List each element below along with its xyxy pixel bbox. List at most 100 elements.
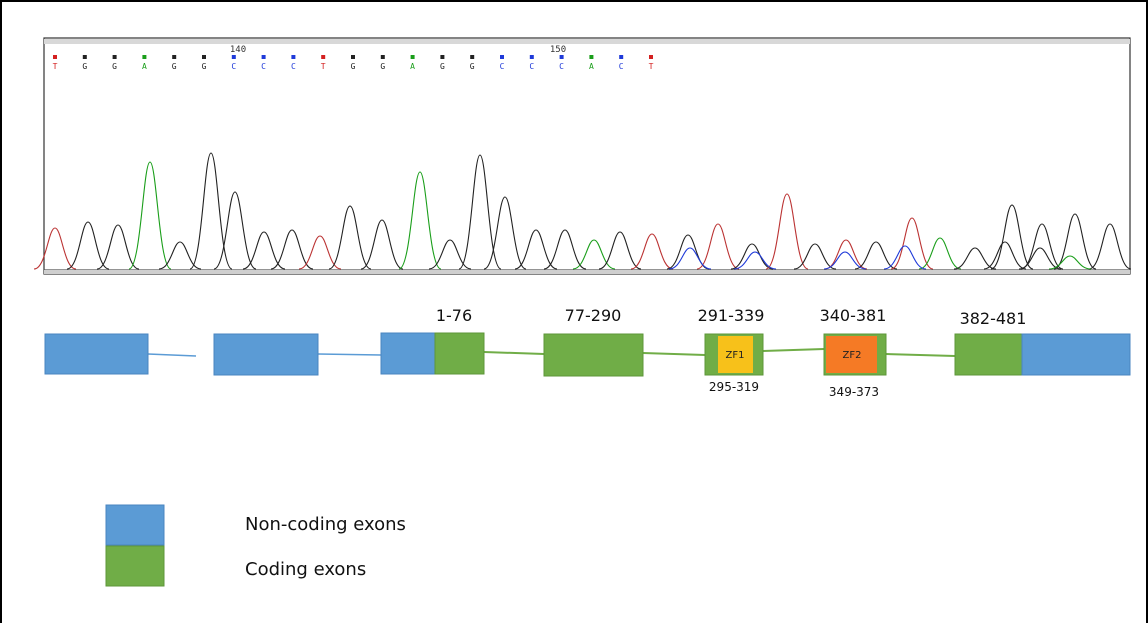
trace-peak <box>823 251 867 270</box>
trace-peak <box>398 171 442 270</box>
exon-4-coding <box>543 333 644 377</box>
base-call-letter: A <box>589 62 594 71</box>
chromatogram-frame <box>43 37 1131 275</box>
trace-peak <box>630 233 674 270</box>
base-call-letter: C <box>559 62 564 71</box>
base-call-marker <box>529 55 534 59</box>
chromatogram-bottom-bar <box>44 270 1130 274</box>
base-call-letter: G <box>351 62 356 71</box>
trace-peak <box>890 217 934 270</box>
base-call-marker <box>589 55 594 59</box>
gene-structure: ZF1 ZF2 1-76 77-290 291-339 340-381 382-… <box>44 306 1131 399</box>
base-call-letter: C <box>231 62 236 71</box>
trace-peak <box>883 245 927 270</box>
intron-4 <box>642 352 706 356</box>
base-call-marker <box>112 55 117 59</box>
trace-peak <box>1053 213 1097 270</box>
legend-swatch-coding <box>105 545 165 587</box>
trace-peak <box>66 221 110 270</box>
trace-peak <box>793 243 837 270</box>
trace-peak <box>483 196 527 270</box>
trace-peak <box>696 223 740 270</box>
base-call-marker <box>172 55 177 59</box>
trace-peak <box>328 205 372 270</box>
base-call-marker <box>261 55 266 59</box>
trace-peak <box>730 243 774 270</box>
zf2-range-label: 349-373 <box>829 385 879 399</box>
trace-peak <box>360 219 404 270</box>
trace-peak <box>242 231 286 270</box>
legend-label-non-coding: Non-coding exons <box>245 514 406 535</box>
trace-peak <box>458 154 502 270</box>
exon-3-noncoding-part <box>380 332 438 375</box>
base-call-letter: G <box>380 62 385 71</box>
exon-7-noncoding-part <box>1021 333 1131 376</box>
zf1-range-label: 295-319 <box>709 380 759 394</box>
base-call-marker <box>53 55 57 59</box>
trace-peak <box>213 191 257 270</box>
base-call-letter: A <box>142 62 147 71</box>
legend-label-coding: Coding exons <box>245 559 366 580</box>
intron-3 <box>483 351 545 355</box>
base-call-marker <box>202 55 206 59</box>
zf2-domain <box>826 336 877 373</box>
intron-5 <box>762 348 825 352</box>
trace-peak <box>854 241 898 270</box>
base-call-letter: T <box>53 62 58 71</box>
base-call-letter: G <box>172 62 177 71</box>
zf1-label: ZF1 <box>726 350 745 361</box>
base-call-marker <box>619 55 624 59</box>
base-call-letter: C <box>291 62 296 71</box>
trace-peak <box>1020 223 1064 270</box>
base-call-marker <box>410 55 415 59</box>
base-call-letter: A <box>410 62 415 71</box>
trace-peak <box>824 239 868 270</box>
base-call-letter: C <box>619 62 624 71</box>
base-call-marker <box>231 55 236 59</box>
trace-peak <box>189 152 233 270</box>
trace-peak <box>158 241 202 270</box>
trace-peak <box>918 237 962 270</box>
base-call-marker <box>649 55 653 59</box>
trace-peak <box>1088 223 1132 270</box>
exon-label-1-76: 1-76 <box>436 306 472 325</box>
base-call-marker <box>291 55 296 59</box>
trace-peak <box>128 161 172 270</box>
chromatogram-panel: 140 150 T G G A G G C C C T G G A G G C C C A C T <box>33 37 1132 275</box>
base-call-letter: G <box>112 62 117 71</box>
base-call-letter: G <box>470 62 475 71</box>
base-call-marker <box>380 55 385 59</box>
base-call-letter: C <box>529 62 534 71</box>
exon-label-291-339: 291-339 <box>698 306 765 325</box>
trace-peak <box>514 229 558 270</box>
base-call-marker <box>142 55 147 59</box>
legend: Non-coding exons Coding exons <box>105 504 406 587</box>
intron-2 <box>317 353 382 356</box>
trace-peak <box>96 224 140 270</box>
trace-peak <box>598 231 642 270</box>
legend-swatch-non-coding <box>105 504 165 546</box>
trace-peak <box>733 251 777 270</box>
exon-label-77-290: 77-290 <box>565 306 622 325</box>
base-call-letter: G <box>82 62 87 71</box>
base-call-marker <box>321 55 326 59</box>
base-call-marker <box>500 55 504 59</box>
base-call-letter: G <box>202 62 207 71</box>
trace-peak <box>428 239 472 270</box>
zf2-label: ZF2 <box>843 350 862 361</box>
exon-1-noncoding <box>44 333 149 375</box>
ruler-label-140: 140 <box>230 45 246 55</box>
base-call-letter: G <box>440 62 445 71</box>
trace-peak <box>765 193 809 270</box>
trace-peak <box>983 241 1027 270</box>
base-call-marker <box>82 55 87 59</box>
trace-peak <box>543 229 587 270</box>
trace-peak <box>33 227 77 270</box>
trace-peak <box>953 247 997 270</box>
trace-peak <box>1018 247 1062 270</box>
zf1-domain <box>718 336 753 373</box>
intron-6 <box>885 353 956 357</box>
base-call-letter: C <box>500 62 505 71</box>
exon-7-coding-part <box>954 333 1025 376</box>
